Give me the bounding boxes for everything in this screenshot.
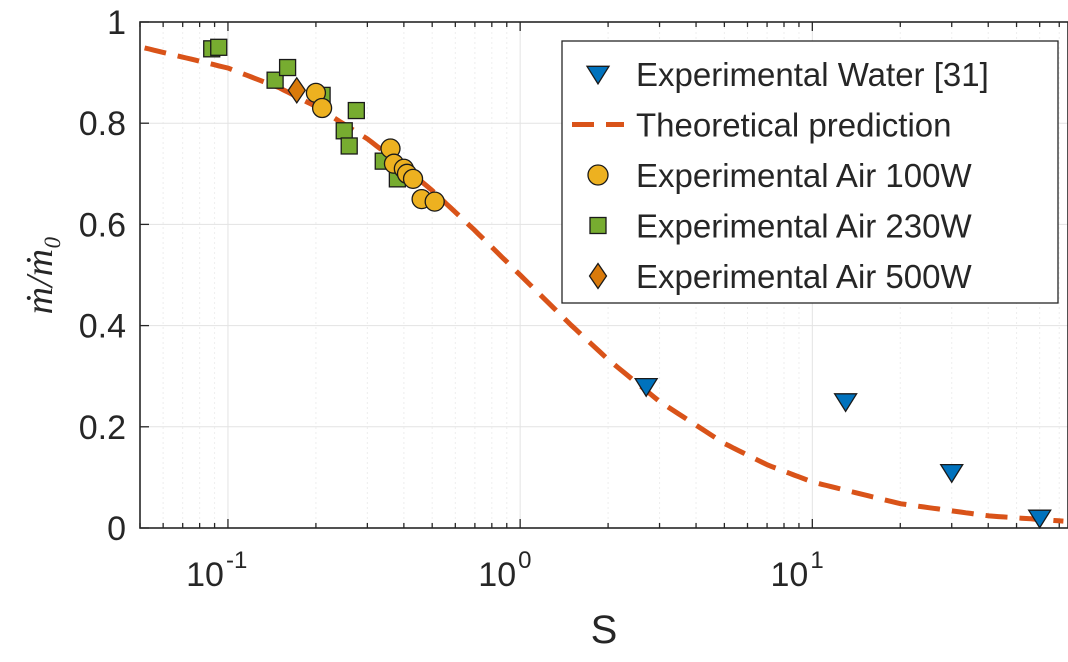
y-axis-label-group: ṁ/ṁ₀ — [19, 236, 61, 315]
x-tick-exponent: 1 — [810, 547, 823, 574]
x-axis-label: S — [591, 608, 618, 652]
plot-frame — [139, 21, 1068, 529]
x-tick-base: 10 — [478, 556, 516, 594]
legend-marker-swatch — [589, 216, 607, 235]
circle-data-point — [402, 168, 424, 190]
y-tick-label: 1 — [107, 4, 126, 42]
square-data-point — [266, 71, 284, 89]
square-data-point — [335, 122, 353, 140]
square-data-point — [340, 137, 358, 155]
legend-label: Theoretical prediction — [636, 107, 952, 144]
triangle-down-data-point — [634, 377, 659, 398]
series-layer — [144, 38, 1064, 530]
legend-marker-swatch — [588, 262, 608, 290]
legend-label: Experimental Water [31] — [636, 56, 989, 93]
y-axis-label: ṁ/ṁ₀ — [19, 236, 61, 315]
series-experimental-air-500w — [287, 76, 307, 104]
legend-label: Experimental Air 230W — [636, 208, 972, 245]
square-data-point — [347, 101, 365, 120]
series-experimental-water-31 — [634, 377, 1052, 530]
legend-label: Experimental Air 100W — [636, 157, 972, 194]
x-tick-exponent: -1 — [226, 547, 247, 574]
legend: Experimental Water [31] Theoretical predi… — [561, 40, 1059, 304]
x-tick-label: 10 -1 — [186, 547, 247, 594]
legend-marker-swatch — [587, 164, 609, 186]
legend-label: Experimental Air 500W — [636, 258, 972, 295]
x-tick-exponent: 0 — [518, 547, 531, 574]
legend-item: Experimental Air 230W — [589, 208, 972, 245]
series-experimental-air-230w — [203, 38, 407, 188]
series-theoretical-prediction — [144, 45, 1064, 524]
circle-data-point — [311, 97, 333, 119]
x-tick-label: 10 1 — [770, 547, 823, 594]
y-tick-label: 0.4 — [79, 308, 126, 346]
y-tick-label: 0.8 — [79, 105, 126, 143]
legend-marker-swatch — [585, 65, 611, 86]
triangle-down-data-point — [1027, 509, 1052, 530]
legend-item: Experimental Air 100W — [587, 157, 972, 194]
circle-data-point — [424, 191, 445, 212]
theoretical-curve-line — [144, 45, 1064, 524]
y-tick-label: 0.2 — [79, 409, 126, 447]
triangle-down-data-point — [939, 463, 964, 484]
y-tick-label: 0 — [107, 510, 126, 548]
legend-item: Experimental Air 500W — [588, 258, 972, 295]
square-data-point — [278, 58, 297, 77]
triangle-down-data-point — [833, 393, 858, 413]
legend-item: Theoretical prediction — [572, 107, 952, 144]
legend-box — [561, 40, 1059, 304]
y-tick-label: 0.6 — [79, 206, 126, 244]
legend-item: Experimental Water [31] — [585, 56, 989, 93]
x-tick-base: 10 — [770, 556, 808, 594]
square-data-point — [210, 38, 228, 56]
series-experimental-air-100w — [305, 82, 445, 212]
diamond-data-point — [287, 76, 307, 104]
x-tick-base: 10 — [186, 556, 224, 594]
x-tick-label: 10 0 — [478, 547, 531, 594]
